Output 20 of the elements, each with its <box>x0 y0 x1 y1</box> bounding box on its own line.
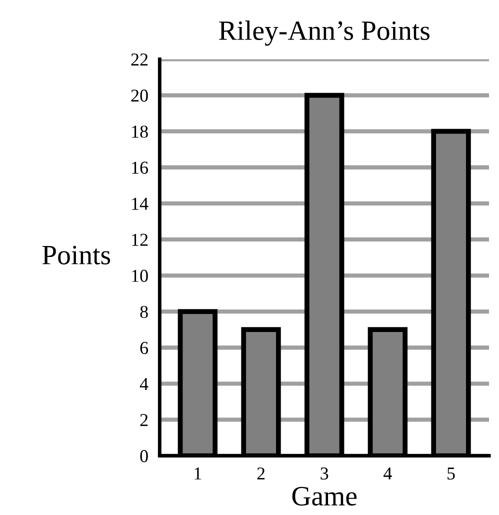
y-tick-label: 16 <box>132 162 148 174</box>
y-tick-label: 0 <box>140 450 148 462</box>
x-tick-label: 5 <box>448 468 455 480</box>
x-tick-label: 4 <box>384 468 392 480</box>
y-axis-title: Points <box>42 246 110 264</box>
y-tick-label: 14 <box>132 198 148 210</box>
y-tick-label: 20 <box>131 90 148 102</box>
y-tick-label: 4 <box>140 378 148 390</box>
x-tick-label: 1 <box>194 467 202 480</box>
y-tick-label: 8 <box>140 306 148 318</box>
chart-title: Riley-Ann’s Points <box>219 20 430 46</box>
x-tick-label: 2 <box>257 467 265 480</box>
y-tick-label: 18 <box>132 126 148 138</box>
x-axis-title: Game <box>292 486 357 506</box>
y-tick-label: 22 <box>131 54 148 66</box>
y-tick-label: 12 <box>132 234 148 246</box>
y-tick-label: 2 <box>140 414 148 426</box>
y-tick-label: 10 <box>132 270 148 282</box>
x-tick-label: 3 <box>320 467 328 480</box>
y-tick-label: 6 <box>140 342 148 354</box>
